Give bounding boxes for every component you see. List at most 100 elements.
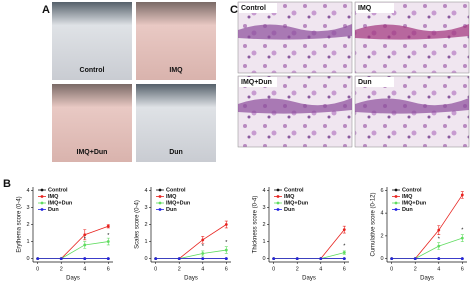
series-line [391, 237, 463, 259]
annotation: * [461, 228, 464, 234]
epidermis [355, 24, 469, 40]
y-axis-label: Erythema score (0-4) [17, 196, 23, 252]
label-bg [239, 77, 277, 87]
point [83, 257, 87, 260]
legend-label: Control [166, 187, 186, 193]
x-tick-label: 0 [36, 266, 39, 272]
point [437, 244, 441, 248]
legend-label: IMQ+Dun [166, 200, 191, 206]
point [83, 233, 87, 237]
annotation: * [202, 244, 205, 250]
label-bg [239, 3, 277, 13]
point [59, 257, 63, 260]
y-tick-label: 4 [262, 188, 265, 194]
point [319, 257, 323, 260]
x-axis-label: Days [184, 276, 198, 282]
point [106, 257, 110, 260]
legend-label: Dun [284, 207, 295, 213]
legend-marker [276, 188, 280, 192]
y-axis-label: Thickness score (0-4) [253, 196, 259, 254]
photo-grid-c: Control IMQ IMQ+Dun Dun [237, 1, 470, 148]
label-bg [356, 3, 394, 13]
series-line [273, 229, 345, 259]
point [154, 257, 158, 260]
point [272, 257, 276, 260]
point [413, 257, 417, 260]
photo-label: Control [80, 67, 105, 74]
x-tick-label: 2 [414, 266, 417, 272]
photo-label: Dun [358, 79, 372, 86]
photo [52, 2, 132, 80]
x-tick-label: 0 [390, 266, 393, 272]
x-tick-label: 6 [107, 266, 110, 272]
legend-label: Dun [166, 207, 177, 213]
photo [136, 84, 216, 162]
point [224, 257, 228, 260]
legend-label: Control [48, 187, 68, 193]
point [460, 236, 464, 240]
y-tick-label: 4 [380, 211, 383, 217]
point [224, 223, 228, 226]
y-tick-label: 2 [26, 222, 29, 228]
legend-label: IMQ [48, 194, 59, 200]
y-axis-label: Scales score (0-4) [135, 200, 141, 249]
x-tick-label: 0 [272, 266, 275, 272]
point [342, 228, 346, 232]
photo-label: IMQ [358, 5, 372, 12]
annotation: * [343, 243, 346, 249]
x-tick-label: 4 [201, 266, 204, 272]
legend-marker [158, 208, 162, 211]
legend-marker [40, 208, 44, 211]
photo [52, 84, 132, 162]
x-tick-label: 0 [154, 266, 157, 272]
y-tick-label: 0 [144, 256, 147, 262]
y-tick-label: 3 [26, 205, 29, 211]
y-tick-label: 1 [262, 239, 265, 245]
chart: 0 1 2 3 4 0 2 4 6 Days Erythema score (0-4) Control… [17, 187, 113, 282]
panel-label: A [42, 4, 50, 16]
legend-marker [394, 195, 398, 198]
y-tick-label: 0 [26, 256, 29, 262]
x-axis-label: Days [420, 276, 434, 282]
point [460, 257, 464, 260]
point [342, 251, 346, 255]
x-tick-label: 6 [225, 266, 228, 272]
photo-label: Control [241, 5, 266, 12]
point [224, 248, 228, 252]
y-tick-label: 1 [144, 239, 147, 245]
y-tick-label: 6 [380, 188, 383, 194]
legend-label: IMQ+Dun [48, 200, 73, 206]
y-tick-label: 2 [144, 222, 147, 228]
legend-label: IMQ+Dun [284, 200, 309, 206]
point [36, 257, 40, 260]
point [201, 252, 205, 255]
point [177, 257, 181, 260]
y-tick-label: 0 [262, 256, 265, 262]
series-line [37, 225, 109, 259]
legend-marker [40, 195, 44, 198]
photo-label: IMQ [169, 67, 183, 74]
y-tick-label: 3 [144, 205, 147, 211]
photo [136, 2, 216, 80]
legend-marker [276, 201, 280, 205]
legend-label: Control [284, 187, 304, 193]
annotation: * [84, 236, 87, 242]
point [295, 257, 299, 260]
charts: 0 1 2 3 4 0 2 4 6 Days Erythema score (0-4) Control… [17, 187, 467, 282]
point [83, 243, 87, 247]
legend-marker [394, 208, 398, 211]
legend-marker [158, 188, 162, 192]
legend-marker [40, 188, 44, 192]
label-bg [356, 77, 394, 87]
legend-label: Dun [48, 207, 59, 213]
annotation: * [225, 240, 228, 246]
x-tick-label: 6 [343, 266, 346, 272]
x-tick-label: 2 [178, 266, 181, 272]
chart: 0 1 2 3 4 0 2 4 6 Days Thickness score (0-4) Contro… [253, 187, 349, 282]
legend-label: IMQ [166, 194, 177, 200]
legend-label: Control [402, 187, 422, 193]
photo-grid-a: Control IMQ IMQ+Dun Dun [52, 2, 216, 162]
panel-label: B [3, 178, 11, 190]
